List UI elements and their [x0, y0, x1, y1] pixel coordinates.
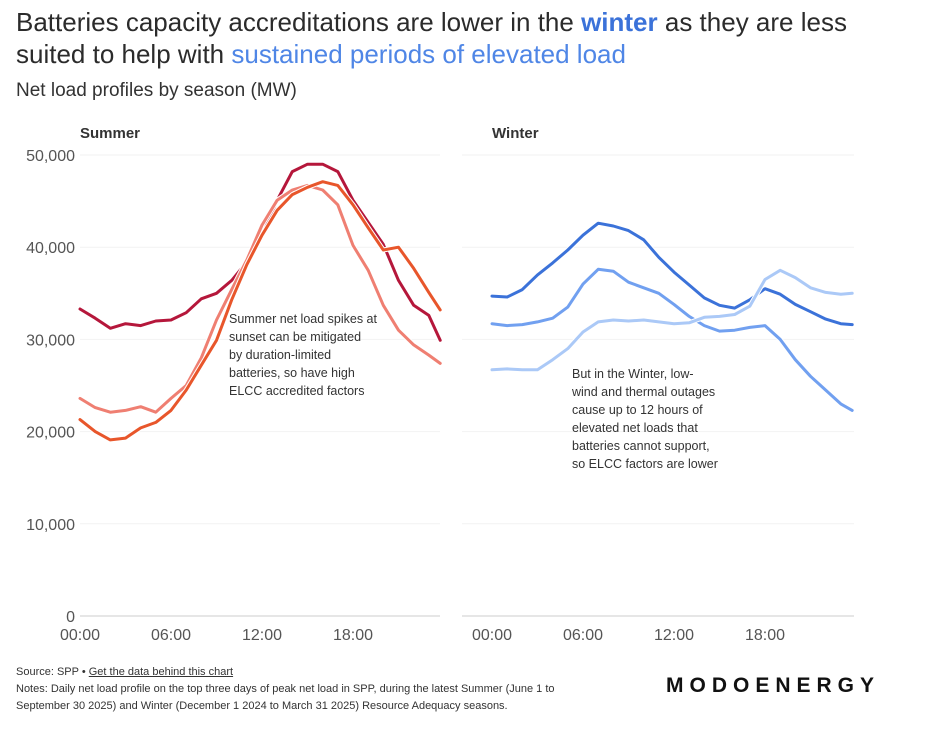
title-text: Batteries capacity accreditations are lo…	[16, 7, 582, 37]
chart-subtitle: Net load profiles by season (MW)	[16, 80, 297, 101]
annotation-line: cause up to 12 hours of	[572, 403, 703, 417]
annotation-line: so ELCC factors are lower	[572, 457, 718, 471]
title-highlight-sustained: sustained periods of elevated load	[231, 39, 626, 69]
x-tick-label: 06:00	[151, 627, 191, 644]
annotation-line: ELCC accredited factors	[229, 384, 364, 398]
annotation-line: But in the Winter, low-	[572, 367, 694, 381]
series-line-2	[78, 183, 442, 414]
series-line-2	[490, 267, 854, 412]
series-line-3	[78, 180, 442, 442]
notes-line: Notes: Daily net load profile on the top…	[16, 683, 555, 695]
notes-line: September 30 2025) and Winter (December …	[16, 700, 508, 712]
series-line-3	[490, 268, 854, 372]
x-tick-label: 18:00	[333, 627, 373, 644]
annotation-line: by duration-limited	[229, 348, 331, 362]
annotation-line: batteries, so have high	[229, 366, 355, 380]
x-tick-label: 00:00	[60, 627, 100, 644]
annotation-line: sunset can be mitigated	[229, 330, 361, 344]
y-tick-label: 0	[66, 609, 75, 626]
annotation-line: wind and thermal outages	[571, 385, 715, 399]
x-tick-label: 06:00	[563, 627, 603, 644]
annotation-line: Summer net load spikes at	[229, 312, 378, 326]
source-text: Source: SPP •	[16, 666, 89, 678]
y-tick-label: 20,000	[26, 425, 75, 442]
y-tick-label: 10,000	[26, 517, 75, 534]
title-text: as they are less suited to help with	[16, 7, 847, 69]
y-tick-label: 50,000	[26, 148, 75, 165]
chart-title: Batteries capacity accreditations are lo…	[16, 6, 916, 70]
series-line-halo	[491, 220, 853, 328]
panel-title-winter: Winter	[492, 125, 539, 142]
annotation-line: batteries cannot support,	[572, 439, 710, 453]
annotation-line: elevated net loads that	[572, 421, 698, 435]
y-tick-label: 40,000	[26, 240, 75, 257]
panel-title-summer: Summer	[80, 125, 140, 142]
footer: Source: SPP • Get the data behind this c…	[16, 664, 555, 715]
chart-area: Summer 0 10,000 20,000 30,000 40,000 50,000 00:…	[26, 125, 854, 644]
x-tick-label: 00:00	[472, 627, 512, 644]
modoenergy-logo: MODOENERGY	[666, 674, 881, 697]
x-tick-label: 18:00	[745, 627, 785, 644]
series-line-1	[490, 221, 854, 327]
title-highlight-winter: winter	[581, 7, 658, 37]
data-link[interactable]: Get the data behind this chart	[88, 666, 234, 678]
x-tick-label: 12:00	[242, 627, 282, 644]
y-tick-label: 30,000	[26, 332, 75, 349]
x-tick-label: 12:00	[654, 627, 694, 644]
